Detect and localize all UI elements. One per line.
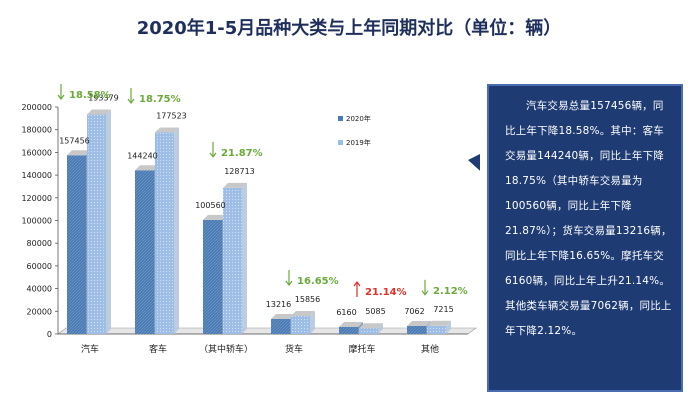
bar-2019-front xyxy=(359,328,378,334)
category-label: 货车 xyxy=(285,343,303,355)
chart-title: 2020年1-5月品种大类与上年同期对比（单位：辆） xyxy=(136,18,562,39)
y-tick-label: 140000 xyxy=(21,171,52,180)
bar-2020-top xyxy=(339,322,363,328)
category-label: 其他 xyxy=(421,343,439,355)
bar-2019-front xyxy=(427,325,446,334)
bar-2020-top xyxy=(135,165,159,171)
value-label-2019: 193379 xyxy=(88,94,119,103)
bar-2019-front xyxy=(223,187,242,334)
bar-2019-front xyxy=(291,316,310,334)
bar-2019-side xyxy=(106,109,111,334)
bar-2019-side xyxy=(310,311,315,334)
y-tick-label: 160000 xyxy=(21,148,52,157)
bar-2020-front xyxy=(271,318,290,334)
bar-2020-front xyxy=(67,155,86,334)
y-tick-label: 80000 xyxy=(27,239,52,248)
arrow-down-icon-head xyxy=(421,290,429,296)
value-label-2020: 13216 xyxy=(266,300,291,309)
bar-2019-top xyxy=(155,127,179,133)
y-tick-label: 0 xyxy=(47,330,52,339)
bar-2019 xyxy=(87,109,111,334)
value-label-2019: 128713 xyxy=(224,167,255,176)
value-label-2020: 100560 xyxy=(195,201,226,210)
arrow-down-icon-head xyxy=(127,98,135,104)
change-label: 16.65% xyxy=(297,276,339,287)
bar-2019-top xyxy=(359,323,383,329)
legend-label-2020: 2020年 xyxy=(346,114,371,123)
y-tick-label: 100000 xyxy=(21,217,52,226)
y-tick-label: 120000 xyxy=(21,194,52,203)
bar-2020-top xyxy=(203,214,227,220)
category-label: 客车 xyxy=(149,343,167,355)
summary-text: 汽车交易总量157456辆，同比上年下降18.58%。其中：客车交易量14424… xyxy=(505,100,672,337)
bar-2020-front xyxy=(339,327,358,334)
callout-pointer xyxy=(468,154,480,171)
change-label: 21.87% xyxy=(221,148,263,159)
category-label: （其中轿车） xyxy=(199,343,253,355)
y-tick-label: 180000 xyxy=(21,126,52,135)
bar-2019-top xyxy=(223,182,247,188)
bar-2019-side xyxy=(446,320,451,334)
bar-2019 xyxy=(223,182,247,334)
change-label: 18.58% xyxy=(69,90,111,101)
legend-label-2019: 2019年 xyxy=(346,138,371,147)
bar-2019-side xyxy=(174,127,179,334)
y-tick-label: 20000 xyxy=(27,307,52,316)
value-label-2019: 7215 xyxy=(433,305,453,314)
bar-2019-top xyxy=(87,109,111,115)
bar-2019-side xyxy=(242,182,247,334)
bar-2020-top xyxy=(271,313,295,319)
value-label-2019: 15856 xyxy=(295,295,320,304)
value-label-2020: 7062 xyxy=(404,307,424,316)
change-label: 18.75% xyxy=(139,94,181,105)
y-tick-label: 40000 xyxy=(27,285,52,294)
arrow-down-icon-head xyxy=(57,94,65,100)
bar-2019-front xyxy=(87,114,106,334)
chart-legend: 2020年 2019年 xyxy=(338,114,371,147)
bar-2019-front xyxy=(155,132,174,334)
value-label-2020: 6160 xyxy=(336,308,356,317)
value-label-2019: 177523 xyxy=(156,112,187,121)
value-label-2019: 5085 xyxy=(365,307,385,316)
value-label-2020: 157456 xyxy=(59,136,90,145)
bar-2020-front xyxy=(135,170,154,334)
bar-2020-front xyxy=(407,325,426,334)
y-tick-label: 60000 xyxy=(27,262,52,271)
category-label: 摩托车 xyxy=(348,343,375,355)
value-label-2020: 144240 xyxy=(127,151,158,160)
bar-2019 xyxy=(155,127,179,334)
bar-chart: 0 20000 40000 60000 80000 100000 120000 140000 1… xyxy=(21,84,480,355)
bar-2019 xyxy=(359,323,383,334)
summary-callout: 汽车交易总量157456辆，同比上年下降18.58%。其中：客车交易量14424… xyxy=(487,84,683,392)
change-label: 21.14% xyxy=(365,287,407,298)
bar-2019 xyxy=(291,311,315,334)
arrow-up-icon-head xyxy=(353,281,361,287)
arrow-down-icon-head xyxy=(285,280,293,287)
legend-swatch-2019 xyxy=(338,140,343,145)
chart-labels: 157456 193379 汽车 18.58% 144240 177523 客车 18.75%… xyxy=(57,84,468,355)
bar-2020-top xyxy=(407,320,431,326)
category-label: 汽车 xyxy=(81,343,99,355)
bar-2020-front xyxy=(203,219,222,334)
y-tick-label: 200000 xyxy=(21,103,52,112)
bar-2019-top xyxy=(427,320,451,326)
change-label: 2.12% xyxy=(433,286,468,297)
bar-2020-top xyxy=(67,150,91,156)
bar-2019 xyxy=(427,320,451,334)
arrow-down-icon-head xyxy=(209,152,217,158)
bar-2019-side xyxy=(378,323,383,334)
legend-swatch-2020 xyxy=(338,116,343,121)
chart-bars xyxy=(67,109,451,334)
bar-2019-top xyxy=(291,311,315,317)
